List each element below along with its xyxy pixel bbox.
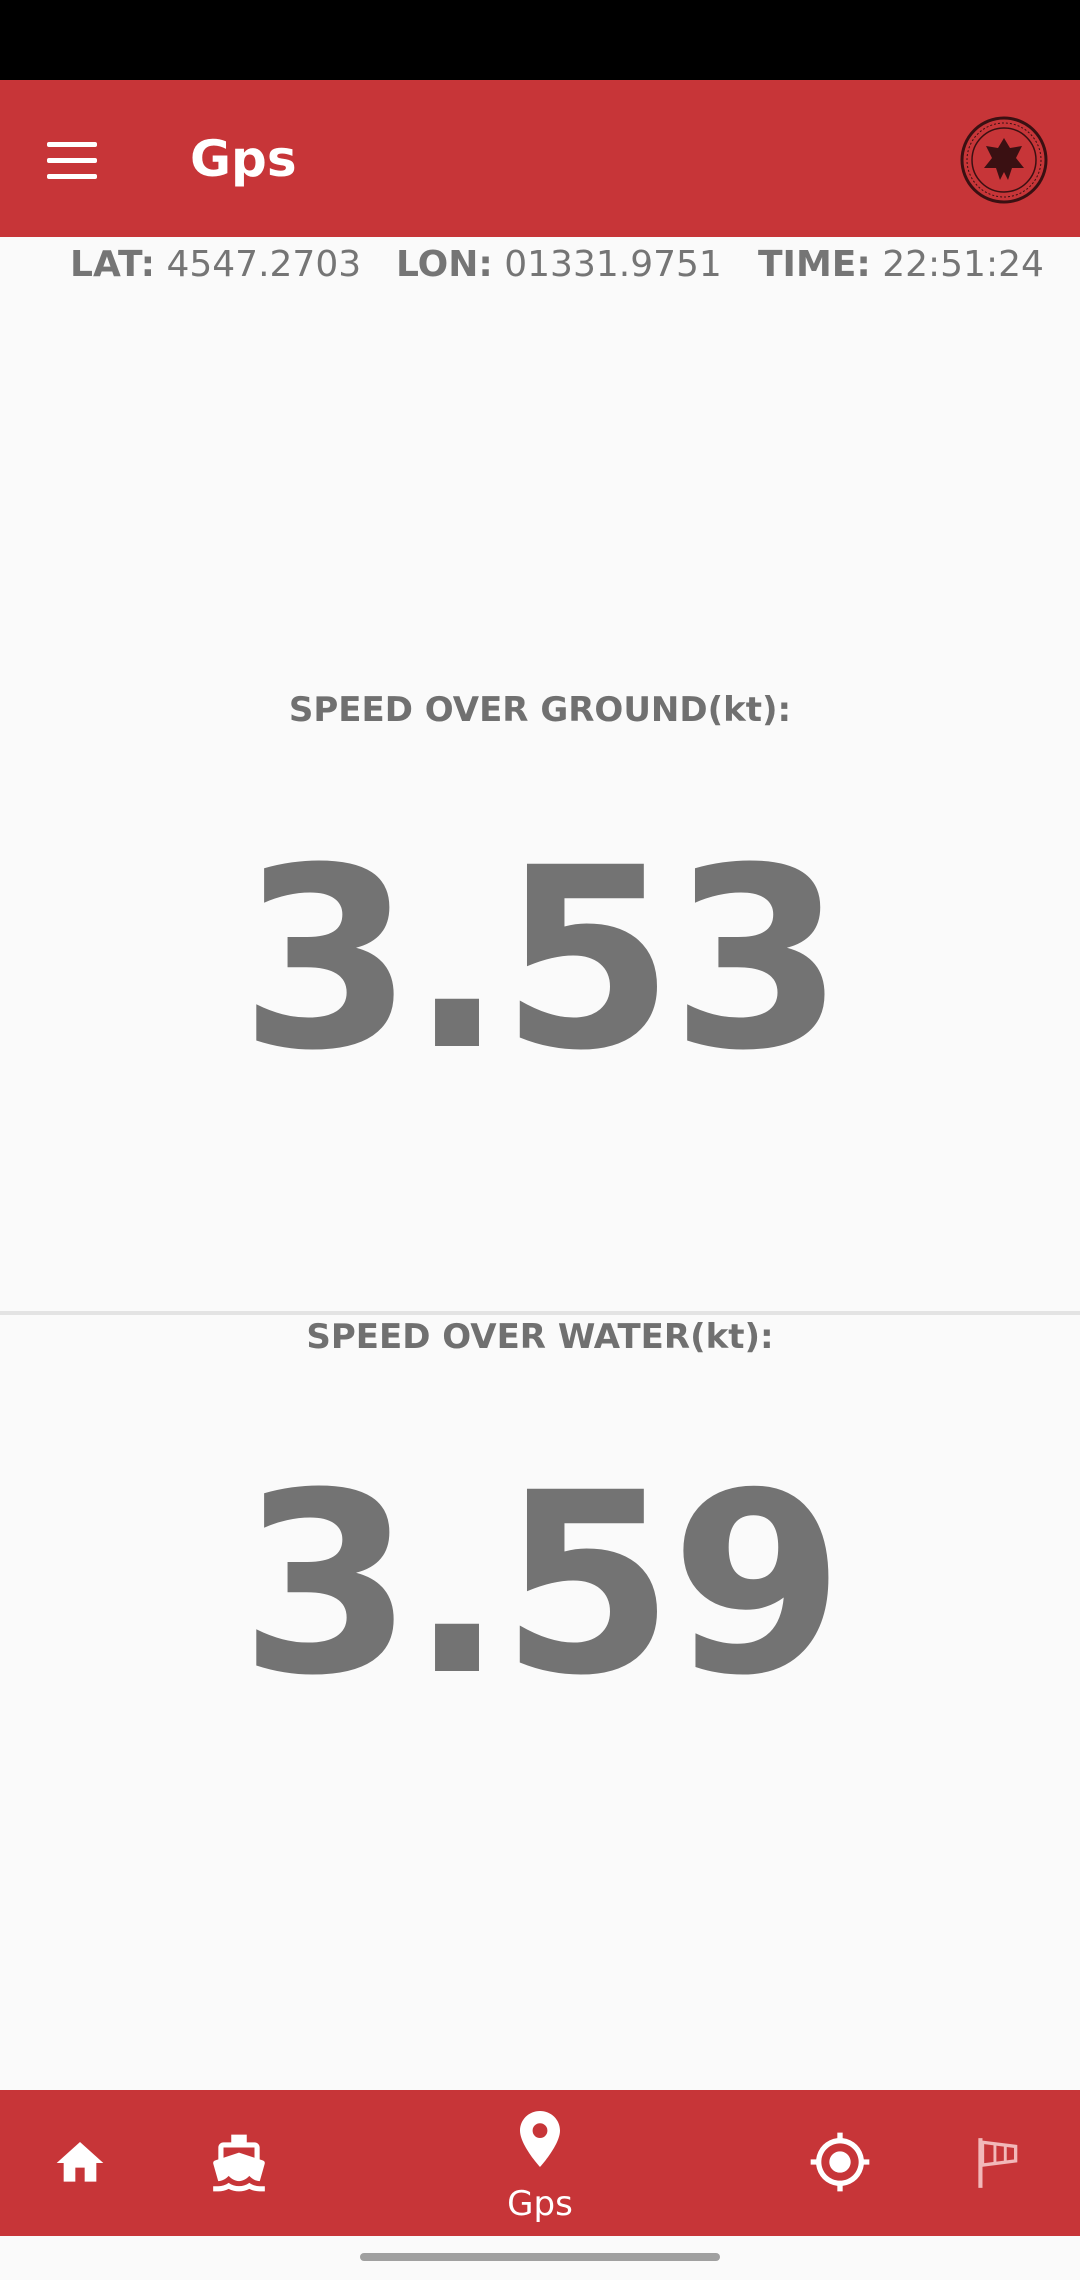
windsock-icon [978, 2138, 1018, 2188]
time-value: 22:51:24 [882, 244, 1044, 285]
gps-info-row: LAT: 4547.2703 LON: 01331.9751 TIME: 22:… [0, 237, 1080, 293]
bottom-navigation: Gps [0, 2090, 1080, 2236]
status-bar [0, 0, 1080, 80]
location-pin-icon [520, 2111, 560, 2167]
menu-icon[interactable] [40, 128, 104, 192]
nav-label-gps: Gps [507, 2184, 573, 2224]
sow-label: SPEED OVER WATER(kt): [306, 1317, 774, 1357]
longitude-value: 01331.9751 [504, 244, 722, 285]
nav-item-gps[interactable]: Gps [460, 2090, 620, 2236]
gps-target-icon [810, 2132, 870, 2192]
app-bar: Gps [0, 80, 1080, 237]
page-title: Gps [190, 130, 297, 188]
time-label: TIME: [758, 244, 871, 285]
latitude-readout: LAT: 4547.2703 [70, 237, 361, 293]
home-indicator[interactable] [360, 2253, 720, 2261]
latitude-value: 4547.2703 [166, 244, 362, 285]
latitude-label: LAT: [70, 244, 155, 285]
sog-value: 3.53 [239, 814, 845, 1105]
nav-item-home[interactable] [30, 2090, 130, 2236]
home-icon [56, 2142, 104, 2182]
sow-value: 3.59 [239, 1439, 845, 1730]
nav-item-wind[interactable] [950, 2090, 1050, 2236]
time-readout: TIME: 22:51:24 [758, 237, 1044, 293]
boat-icon [213, 2134, 265, 2192]
sog-label: SPEED OVER GROUND(kt): [288, 690, 792, 730]
longitude-label: LON: [396, 244, 493, 285]
nav-item-target[interactable] [790, 2090, 890, 2236]
longitude-readout: LON: 01331.9751 [396, 237, 722, 293]
university-seal-icon [960, 116, 1048, 204]
nav-item-boat[interactable] [190, 2090, 290, 2236]
divider [0, 1311, 1080, 1315]
